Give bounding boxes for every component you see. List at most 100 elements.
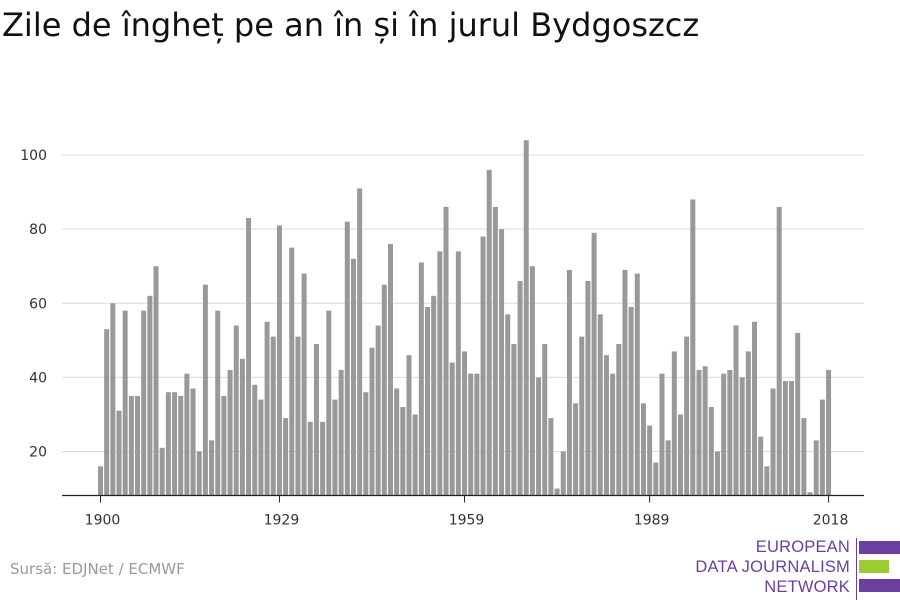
bar (98, 466, 103, 496)
bar (721, 373, 727, 496)
bar (425, 306, 431, 496)
bar (344, 221, 350, 496)
bar (437, 251, 443, 496)
bar (665, 440, 671, 496)
bar (246, 218, 252, 496)
y-tick-label: 40 (29, 370, 47, 386)
bar (782, 381, 788, 496)
chart-title: Zile de îngheț pe an în și în jurul Bydg… (2, 6, 700, 44)
bar (276, 225, 282, 496)
x-tick-label: 1989 (634, 513, 670, 529)
bar (807, 492, 813, 496)
bar (727, 369, 733, 496)
bar (122, 310, 128, 496)
logo-bar-purple-top (859, 541, 900, 554)
x-tick-label: 1959 (449, 513, 485, 529)
bar (116, 410, 122, 496)
logo-line-3: NETWORK (764, 578, 850, 596)
bar (492, 206, 498, 496)
bar (338, 369, 344, 496)
bar (585, 281, 591, 496)
bar (764, 466, 770, 496)
bar (770, 388, 776, 496)
y-tick-label: 20 (29, 445, 47, 461)
bar (579, 336, 585, 496)
bar (449, 362, 455, 496)
bar (789, 381, 795, 496)
bar (640, 403, 646, 496)
bar (659, 373, 665, 496)
bar (733, 325, 739, 496)
bar (104, 329, 110, 496)
bar (301, 273, 307, 496)
x-tick-label: 2018 (813, 513, 849, 529)
bar (523, 140, 529, 496)
bar (566, 269, 572, 496)
bars (98, 140, 832, 496)
bar (128, 395, 134, 496)
bar (653, 462, 659, 496)
bar (332, 399, 338, 496)
bar (406, 355, 412, 496)
bar (690, 199, 696, 496)
x-ticks: 1900 1929 1959 1989 2018 (85, 495, 849, 529)
bar (776, 206, 782, 496)
bar (418, 262, 424, 496)
bar (529, 266, 535, 496)
bar (394, 388, 400, 496)
bar (505, 314, 511, 496)
bar (517, 281, 523, 496)
y-tick-label: 80 (29, 222, 47, 238)
bar (357, 188, 363, 496)
bar (684, 336, 690, 496)
bar (801, 418, 807, 496)
logo-divider (856, 538, 857, 600)
bar (603, 355, 609, 496)
y-tick-label: 100 (20, 148, 47, 164)
bar (443, 206, 449, 496)
bar (295, 336, 301, 496)
bar (511, 344, 517, 496)
bar (320, 421, 326, 496)
logo-bar-purple-bottom (859, 579, 900, 592)
bar (752, 321, 758, 496)
bar (147, 295, 153, 496)
bar (499, 229, 505, 496)
bar (190, 388, 196, 496)
bar (745, 351, 751, 496)
bar (178, 395, 184, 496)
bar (141, 310, 147, 496)
x-tick-label: 1929 (264, 513, 300, 529)
bar (387, 243, 393, 496)
bar (702, 366, 708, 496)
bar (221, 395, 227, 496)
bar (462, 351, 468, 496)
bar (573, 403, 579, 496)
bar (196, 451, 202, 496)
y-tick-label: 60 (29, 296, 47, 312)
bar (468, 373, 474, 496)
bar (597, 314, 603, 496)
bar (616, 344, 622, 496)
bar (153, 266, 159, 496)
bar (622, 269, 628, 496)
bar (215, 310, 221, 496)
bar (696, 369, 702, 496)
bar (671, 351, 677, 496)
bar (135, 395, 141, 496)
bar (715, 451, 720, 496)
bar (400, 407, 406, 496)
bar (258, 399, 264, 496)
bar (542, 344, 548, 496)
logo-bar-green (859, 560, 889, 573)
bar (826, 369, 832, 496)
bar (326, 310, 332, 496)
bar (677, 414, 683, 496)
bar (369, 347, 375, 496)
bar (283, 418, 289, 496)
bar (634, 273, 640, 496)
bar (239, 358, 245, 496)
bar (647, 425, 653, 496)
bar (381, 284, 387, 496)
